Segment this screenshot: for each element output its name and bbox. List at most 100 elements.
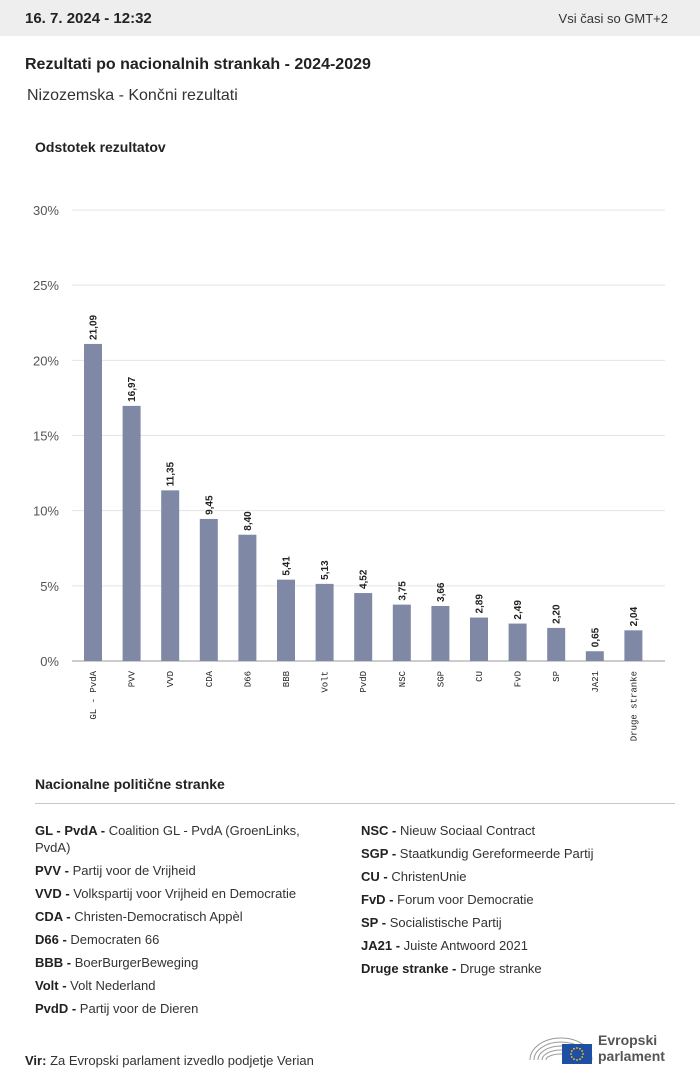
- bar: [238, 534, 257, 661]
- hemicycle-icon: [529, 1037, 593, 1064]
- logo-line-1: Evropski: [598, 1032, 658, 1048]
- legend-abbr: JA21 -: [361, 938, 401, 953]
- legend-item: Druge stranke - Druge stranke: [361, 960, 681, 977]
- data-label: 4,52: [359, 569, 370, 589]
- page-subtitle: Nizozemska - Končni rezultati: [27, 87, 238, 104]
- y-tick-label: 30%: [33, 203, 59, 218]
- star-icon: [573, 1058, 575, 1061]
- data-label: 16,97: [127, 376, 138, 401]
- category-label: CDA: [205, 670, 215, 687]
- legend-name: Coalition GL - PvdA (GroenLinks, PvdA): [35, 823, 300, 855]
- category-label: PvdD: [359, 671, 369, 693]
- data-label: 9,45: [204, 495, 215, 515]
- category-label: D66: [243, 671, 253, 687]
- legend-name: ChristenUnie: [391, 869, 467, 884]
- category-label: NSC: [398, 670, 408, 687]
- star-icon: [579, 1058, 581, 1061]
- legend-divider: [35, 803, 675, 804]
- legend-item: SP - Socialistische Partij: [361, 914, 681, 931]
- legend-name: Forum voor Democratie: [397, 892, 534, 907]
- y-tick-label: 15%: [33, 429, 59, 444]
- y-tick-label: 5%: [40, 579, 59, 594]
- bar: [161, 490, 180, 661]
- legend-abbr: SGP -: [361, 846, 397, 861]
- category-label: VVD: [166, 671, 176, 687]
- ep-logo: Evropski parlament: [528, 1030, 678, 1068]
- legend-name: Socialistische Partij: [389, 915, 502, 930]
- legend-name: Volkspartij voor Vrijheid en Democratie: [73, 886, 297, 901]
- timezone-note: Vsi časi so GMT+2: [558, 10, 668, 26]
- star-icon: [570, 1050, 573, 1052]
- legend-name: Staatkundig Gereformeerde Partij: [399, 846, 594, 861]
- category-label: Druge stranke: [629, 671, 639, 741]
- bar: [84, 343, 102, 661]
- page-title: Rezultati po nacionalnih strankah - 2024…: [25, 56, 371, 73]
- timestamp: 16. 7. 2024 - 12:32: [25, 9, 152, 27]
- bar: [470, 617, 488, 661]
- legend-item: FvD - Forum voor Democratie: [361, 891, 681, 908]
- category-label: Volt: [321, 671, 331, 693]
- legend-item: PvdD - Partij voor de Dieren: [35, 1000, 335, 1017]
- legend-abbr: D66 -: [35, 932, 67, 947]
- legend-title: Nacionalne politične stranke: [35, 776, 225, 792]
- category-label: CU: [475, 671, 485, 682]
- legend-name: Volt Nederland: [70, 978, 156, 993]
- legend-abbr: PVV -: [35, 863, 69, 878]
- legend-abbr: CDA -: [35, 909, 71, 924]
- star-icon: [581, 1050, 584, 1052]
- data-label: 8,40: [243, 511, 254, 531]
- legend-column-right: NSC - Nieuw Sociaal Contract SGP - Staatk…: [361, 822, 681, 983]
- category-label: JA21: [591, 671, 601, 693]
- legend-name: Christen-Democratisch Appèl: [74, 909, 243, 924]
- star-icon: [582, 1053, 584, 1055]
- y-tick-label: 10%: [33, 504, 59, 519]
- legend-item: VVD - Volkspartij voor Vrijheid en Democ…: [35, 885, 335, 902]
- legend-abbr: BBB -: [35, 955, 72, 970]
- eu-stars-icon: [570, 1047, 584, 1061]
- bar: [392, 604, 411, 661]
- data-label: 2,04: [629, 606, 640, 626]
- legend-abbr: PvdD -: [35, 1001, 77, 1016]
- legend-name: Partij voor de Vrijheid: [72, 863, 196, 878]
- category-label: PVV: [128, 670, 138, 687]
- legend-abbr: GL - PvdA -: [35, 823, 106, 838]
- data-label: 11,35: [166, 461, 177, 486]
- logo-text: Evropski parlament: [598, 1032, 665, 1064]
- legend-name: Democraten 66: [70, 932, 160, 947]
- star-icon: [570, 1053, 572, 1055]
- legend-item: BBB - BoerBurgerBeweging: [35, 954, 335, 971]
- star-icon: [576, 1059, 578, 1061]
- legend-item: Volt - Volt Nederland: [35, 977, 335, 994]
- legend-name: BoerBurgerBeweging: [74, 955, 199, 970]
- data-label: 5,13: [320, 560, 331, 580]
- bar: [624, 630, 643, 661]
- data-label: 2,49: [513, 600, 524, 620]
- legend-abbr: NSC -: [361, 823, 397, 838]
- legend-item: D66 - Democraten 66: [35, 931, 335, 948]
- y-tick-label: 25%: [33, 278, 59, 293]
- y-tick-label: 20%: [33, 353, 59, 368]
- legend-abbr: CU -: [361, 869, 388, 884]
- legend-item: GL - PvdA - Coalition GL - PvdA (GroenLi…: [35, 822, 335, 856]
- source-label: Vir:: [25, 1053, 47, 1068]
- legend-item: CU - ChristenUnie: [361, 868, 681, 885]
- data-label: 0,65: [590, 627, 601, 647]
- logo-line-2: parlament: [598, 1048, 665, 1064]
- legend-abbr: FvD -: [361, 892, 394, 907]
- legend-item: JA21 - Juiste Antwoord 2021: [361, 937, 681, 954]
- bar: [122, 405, 141, 661]
- star-icon: [576, 1047, 578, 1049]
- top-bar: 16. 7. 2024 - 12:32 Vsi časi so GMT+2: [0, 0, 700, 36]
- data-label: 3,75: [397, 581, 408, 601]
- data-label: 3,66: [436, 582, 447, 602]
- source-note: Vir: Za Evropski parlament izvedlo podje…: [25, 1053, 314, 1068]
- legend-item: NSC - Nieuw Sociaal Contract: [361, 822, 681, 839]
- bar: [354, 593, 373, 661]
- legend-item: PVV - Partij voor de Vrijheid: [35, 862, 335, 879]
- legend-abbr: Volt -: [35, 978, 67, 993]
- star-icon: [579, 1047, 581, 1050]
- legend-item: CDA - Christen-Democratisch Appèl: [35, 908, 335, 925]
- data-label: 21,09: [89, 314, 100, 339]
- legend-abbr: VVD -: [35, 886, 70, 901]
- category-label: BBB: [282, 670, 292, 687]
